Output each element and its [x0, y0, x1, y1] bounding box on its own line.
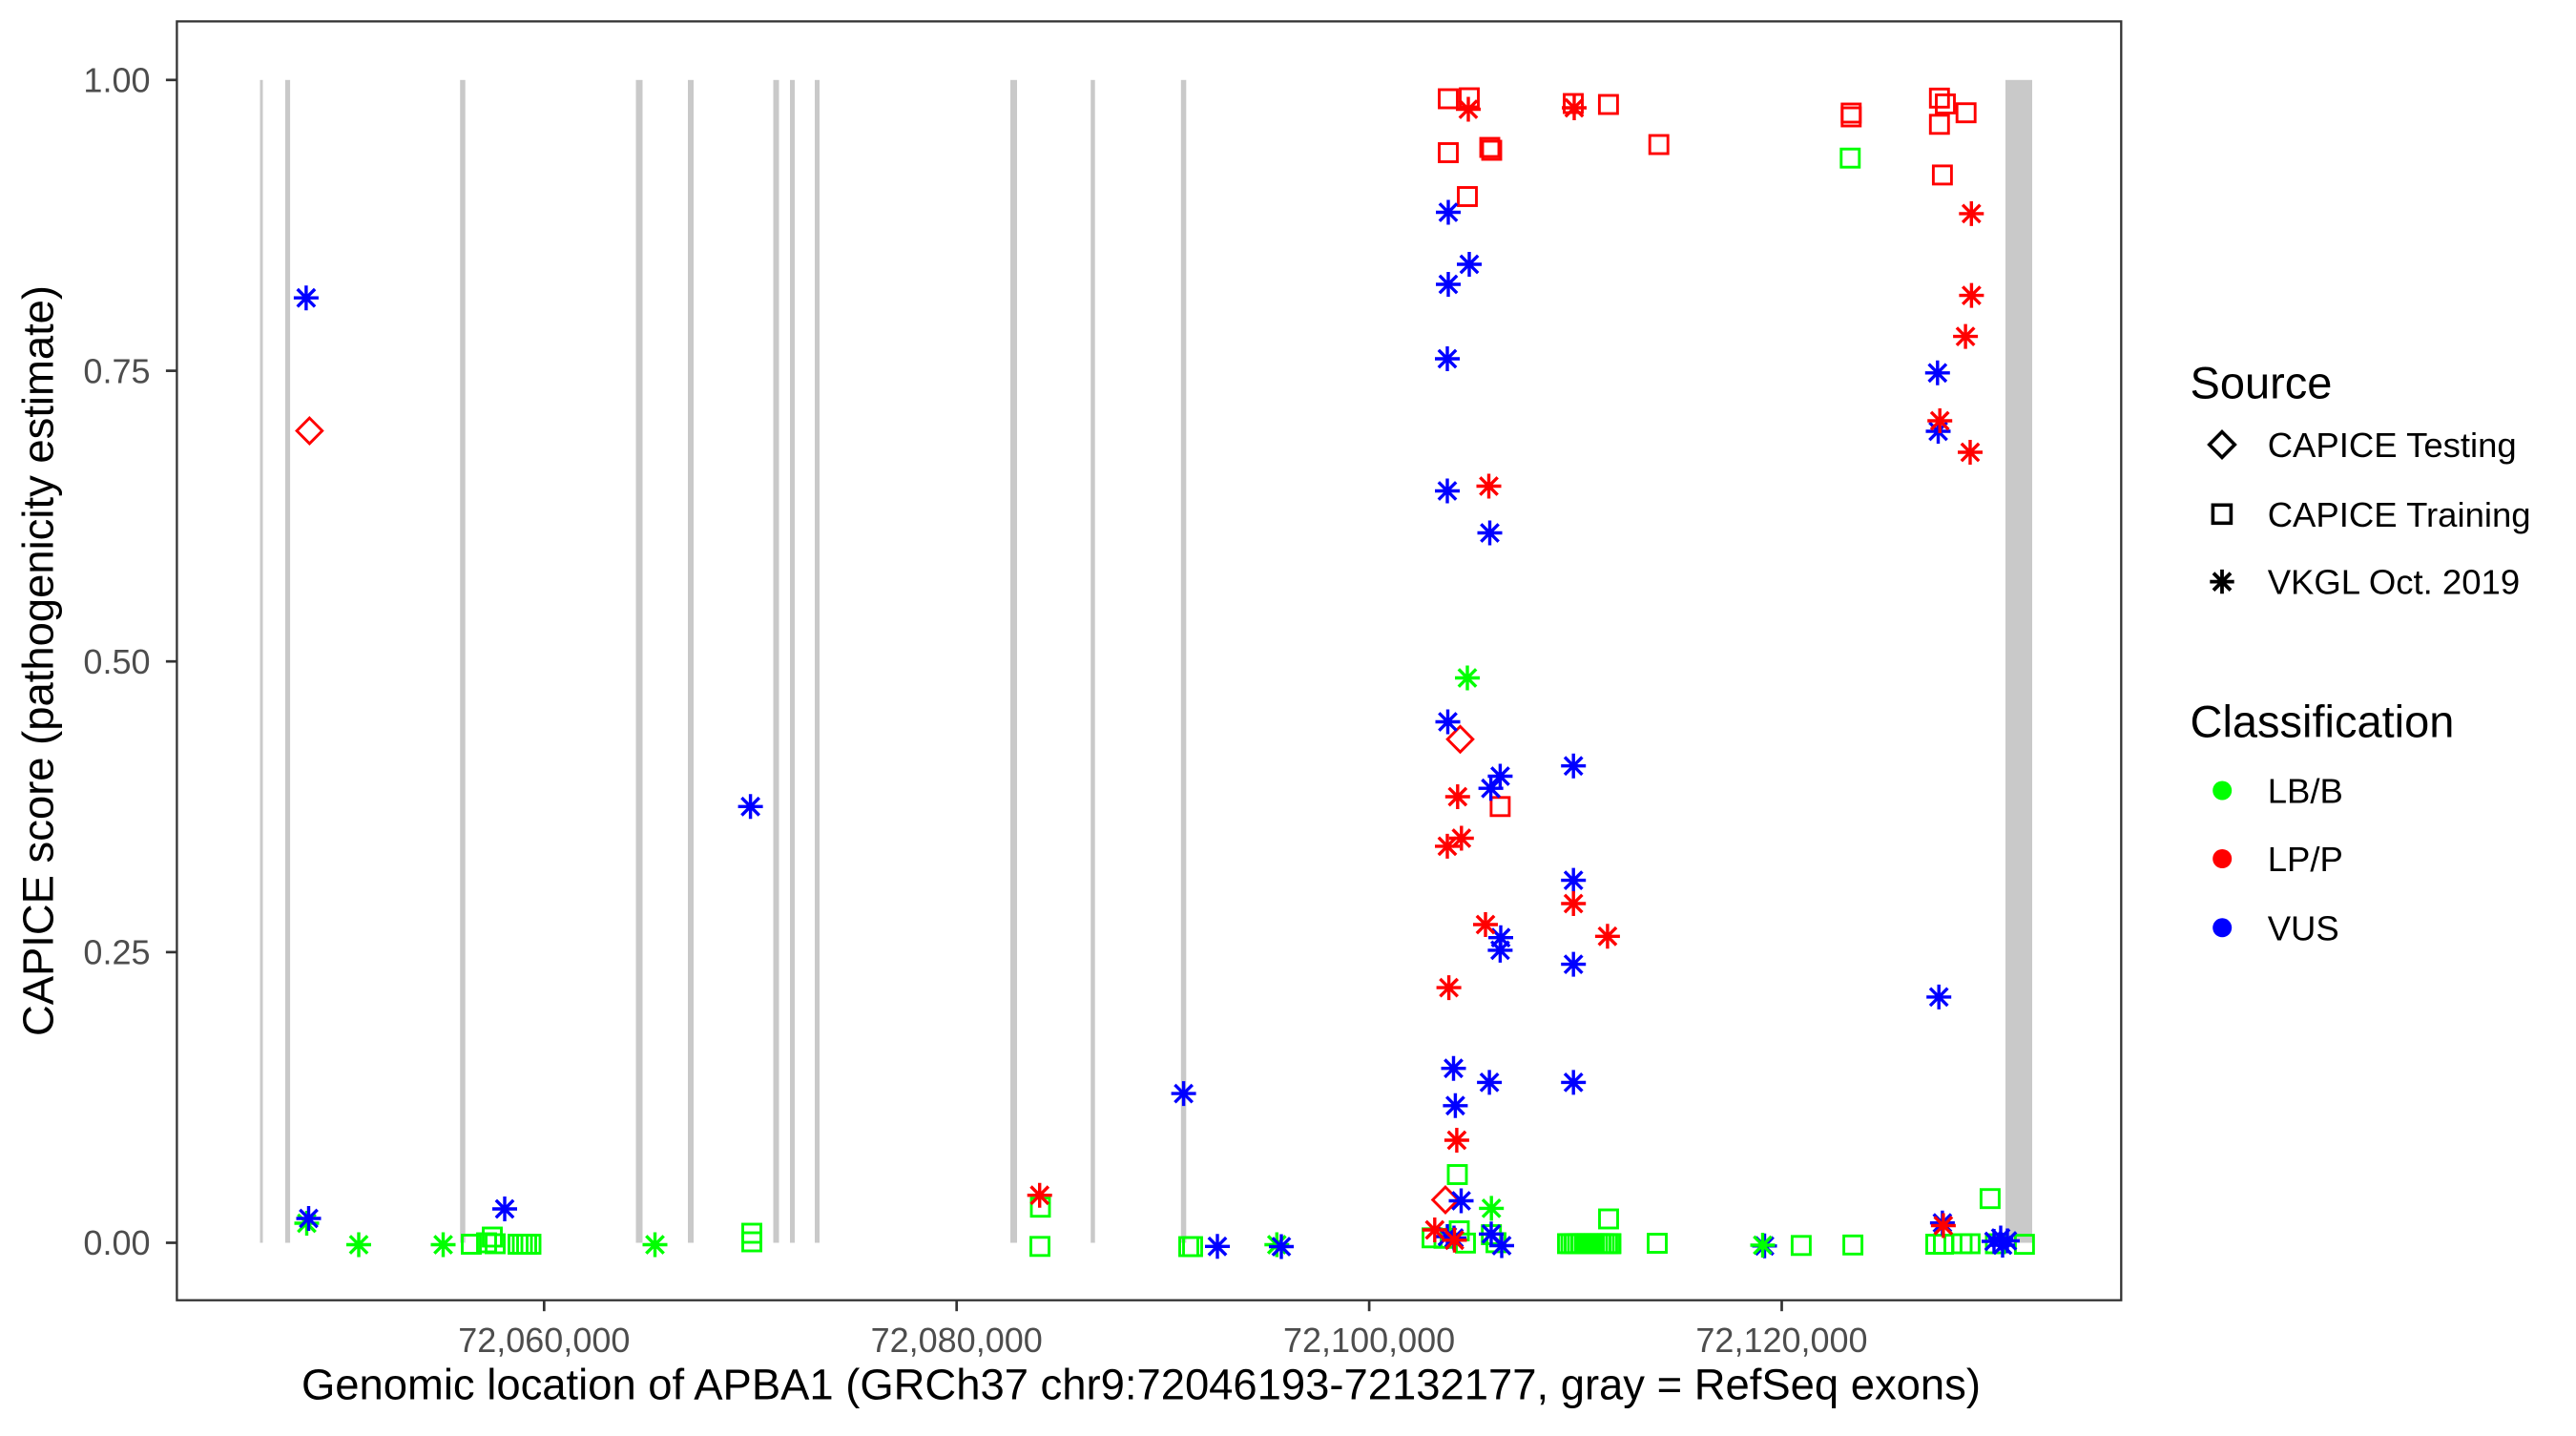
svg-text:CAPICE Training: CAPICE Training: [2268, 495, 2531, 534]
svg-text:0.25: 0.25: [83, 933, 150, 972]
svg-text:0.75: 0.75: [83, 351, 150, 390]
svg-text:1.00: 1.00: [83, 61, 150, 100]
svg-text:72,060,000: 72,060,000: [458, 1321, 630, 1360]
svg-text:Genomic location of APBA1 (GRC: Genomic location of APBA1 (GRCh37 chr9:7…: [301, 1361, 1981, 1409]
svg-text:CAPICE Testing: CAPICE Testing: [2268, 426, 2517, 465]
svg-text:CAPICE score (pathogenicity es: CAPICE score (pathogenicity estimate): [14, 285, 63, 1036]
svg-text:0.00: 0.00: [83, 1223, 150, 1262]
svg-text:0.50: 0.50: [83, 642, 150, 681]
svg-text:LP/P: LP/P: [2268, 840, 2343, 879]
svg-text:72,100,000: 72,100,000: [1283, 1321, 1455, 1360]
svg-text:72,080,000: 72,080,000: [871, 1321, 1043, 1360]
svg-text:VKGL Oct. 2019: VKGL Oct. 2019: [2268, 563, 2520, 602]
svg-text:VUS: VUS: [2268, 908, 2339, 947]
svg-text:72,120,000: 72,120,000: [1695, 1321, 1867, 1360]
svg-text:Source: Source: [2191, 358, 2333, 408]
svg-text:LB/B: LB/B: [2268, 772, 2343, 811]
svg-text:Classification: Classification: [2191, 697, 2455, 747]
